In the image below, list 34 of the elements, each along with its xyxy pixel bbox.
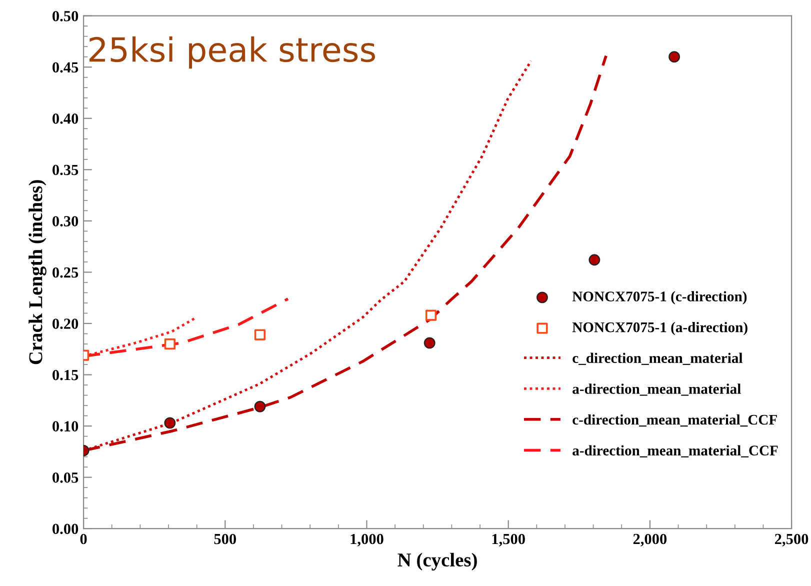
x-axis-title: N (cycles) — [398, 552, 477, 571]
y-tick-label: 0.25 — [52, 267, 78, 278]
y-tick-label: 0.10 — [52, 421, 78, 432]
x-tick-label: 500 — [214, 534, 236, 544]
legend-label: c_direction_mean_material — [572, 352, 743, 365]
point — [424, 337, 436, 349]
x-tick-label: 2,500 — [774, 534, 808, 546]
y-tick-label: 0.30 — [52, 216, 78, 226]
annotation: 25ksi peak stress — [90, 36, 376, 69]
y-tick-label: 0.50 — [52, 10, 78, 22]
y-axis-title: Crack Length (inches) — [28, 180, 46, 364]
point — [254, 329, 266, 340]
y-tick-label: 0.20 — [52, 318, 78, 329]
x-tick-label: 1,000 — [350, 534, 384, 546]
legend-label: NONCX7075-1 (c-direction) — [572, 291, 747, 304]
y-tick-label: 0.05 — [52, 472, 78, 483]
point — [588, 254, 600, 266]
y-tick-label: 0.00 — [52, 524, 78, 534]
x-tick-label: 0 — [80, 534, 87, 544]
x-tick-label: 1,500 — [492, 534, 525, 546]
point — [254, 400, 266, 412]
legend-label: a-direction_mean_material — [572, 384, 741, 396]
point — [164, 338, 176, 350]
legend-label: c-direction_mean_material_CCF — [572, 414, 777, 427]
y-tick-label: 0.35 — [52, 164, 78, 176]
legend-label: a-direction_mean_material_CCF — [572, 445, 778, 458]
legend-label: NONCX7075-1 (a-direction) — [572, 322, 748, 336]
y-tick-label: 0.40 — [52, 114, 78, 124]
point — [164, 417, 176, 429]
point — [668, 51, 680, 63]
y-tick-label: 0.45 — [52, 62, 78, 73]
point — [425, 310, 437, 321]
x-tick-label: 2,000 — [633, 534, 667, 546]
y-tick-label: 0.15 — [52, 370, 78, 380]
